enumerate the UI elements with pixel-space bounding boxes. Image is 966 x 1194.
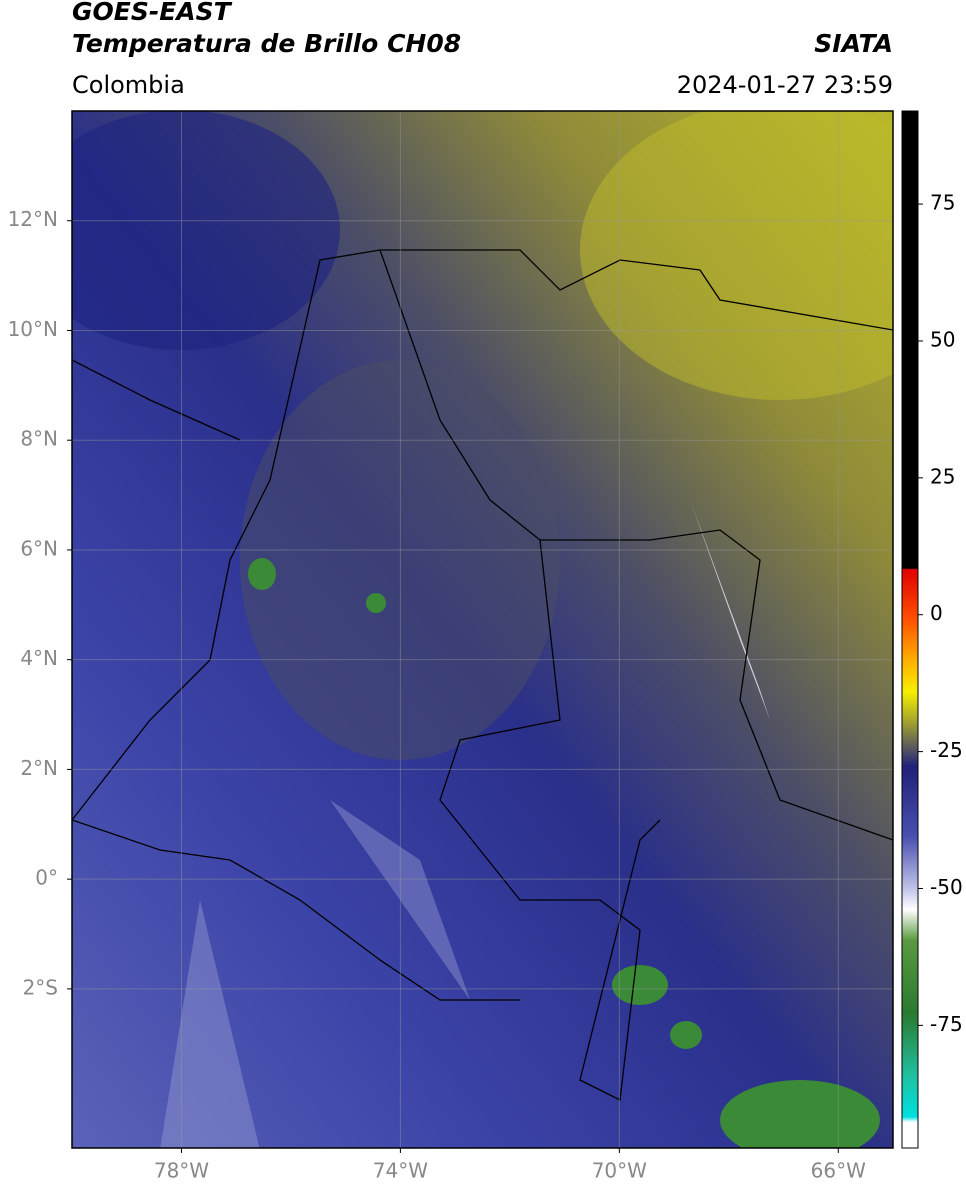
- colorbar-tick-label: -50: [930, 875, 963, 899]
- graticule: [72, 111, 893, 1148]
- colorbar-tick-label: 75: [930, 191, 955, 215]
- colorbar: [901, 110, 919, 1149]
- colorbar-tick-label: 25: [930, 464, 955, 488]
- y-tick-label: 2°S: [23, 975, 58, 999]
- x-tick-label: 78°W: [154, 1159, 209, 1183]
- y-tick-label: 4°N: [20, 646, 58, 670]
- x-tick-label: 74°W: [373, 1159, 428, 1183]
- colorbar-tick-label: -75: [930, 1012, 963, 1036]
- colorbar-tick-label: -25: [930, 738, 963, 762]
- y-tick-label: 0°: [35, 866, 58, 890]
- timestamp: 2024-01-27 23:59: [677, 71, 893, 99]
- y-tick-label: 10°N: [8, 317, 58, 341]
- x-tick-label: 70°W: [592, 1159, 647, 1183]
- y-tick-label: 6°N: [20, 536, 58, 560]
- y-tick-label: 8°N: [20, 427, 58, 451]
- map-frame: [71, 110, 894, 1149]
- subtitle: Temperatura de Brillo CH08: [72, 29, 461, 58]
- map-image: [72, 111, 893, 1148]
- colorbar-tick-label: 0: [930, 601, 943, 625]
- y-tick-label: 2°N: [20, 756, 58, 780]
- source: SIATA: [814, 29, 893, 58]
- title: GOES-EAST: [72, 0, 233, 26]
- x-tick-label: 66°W: [811, 1159, 866, 1183]
- region: Colombia: [72, 71, 185, 99]
- colorbar-tick-label: 50: [930, 327, 955, 351]
- y-tick-label: 12°N: [8, 207, 58, 231]
